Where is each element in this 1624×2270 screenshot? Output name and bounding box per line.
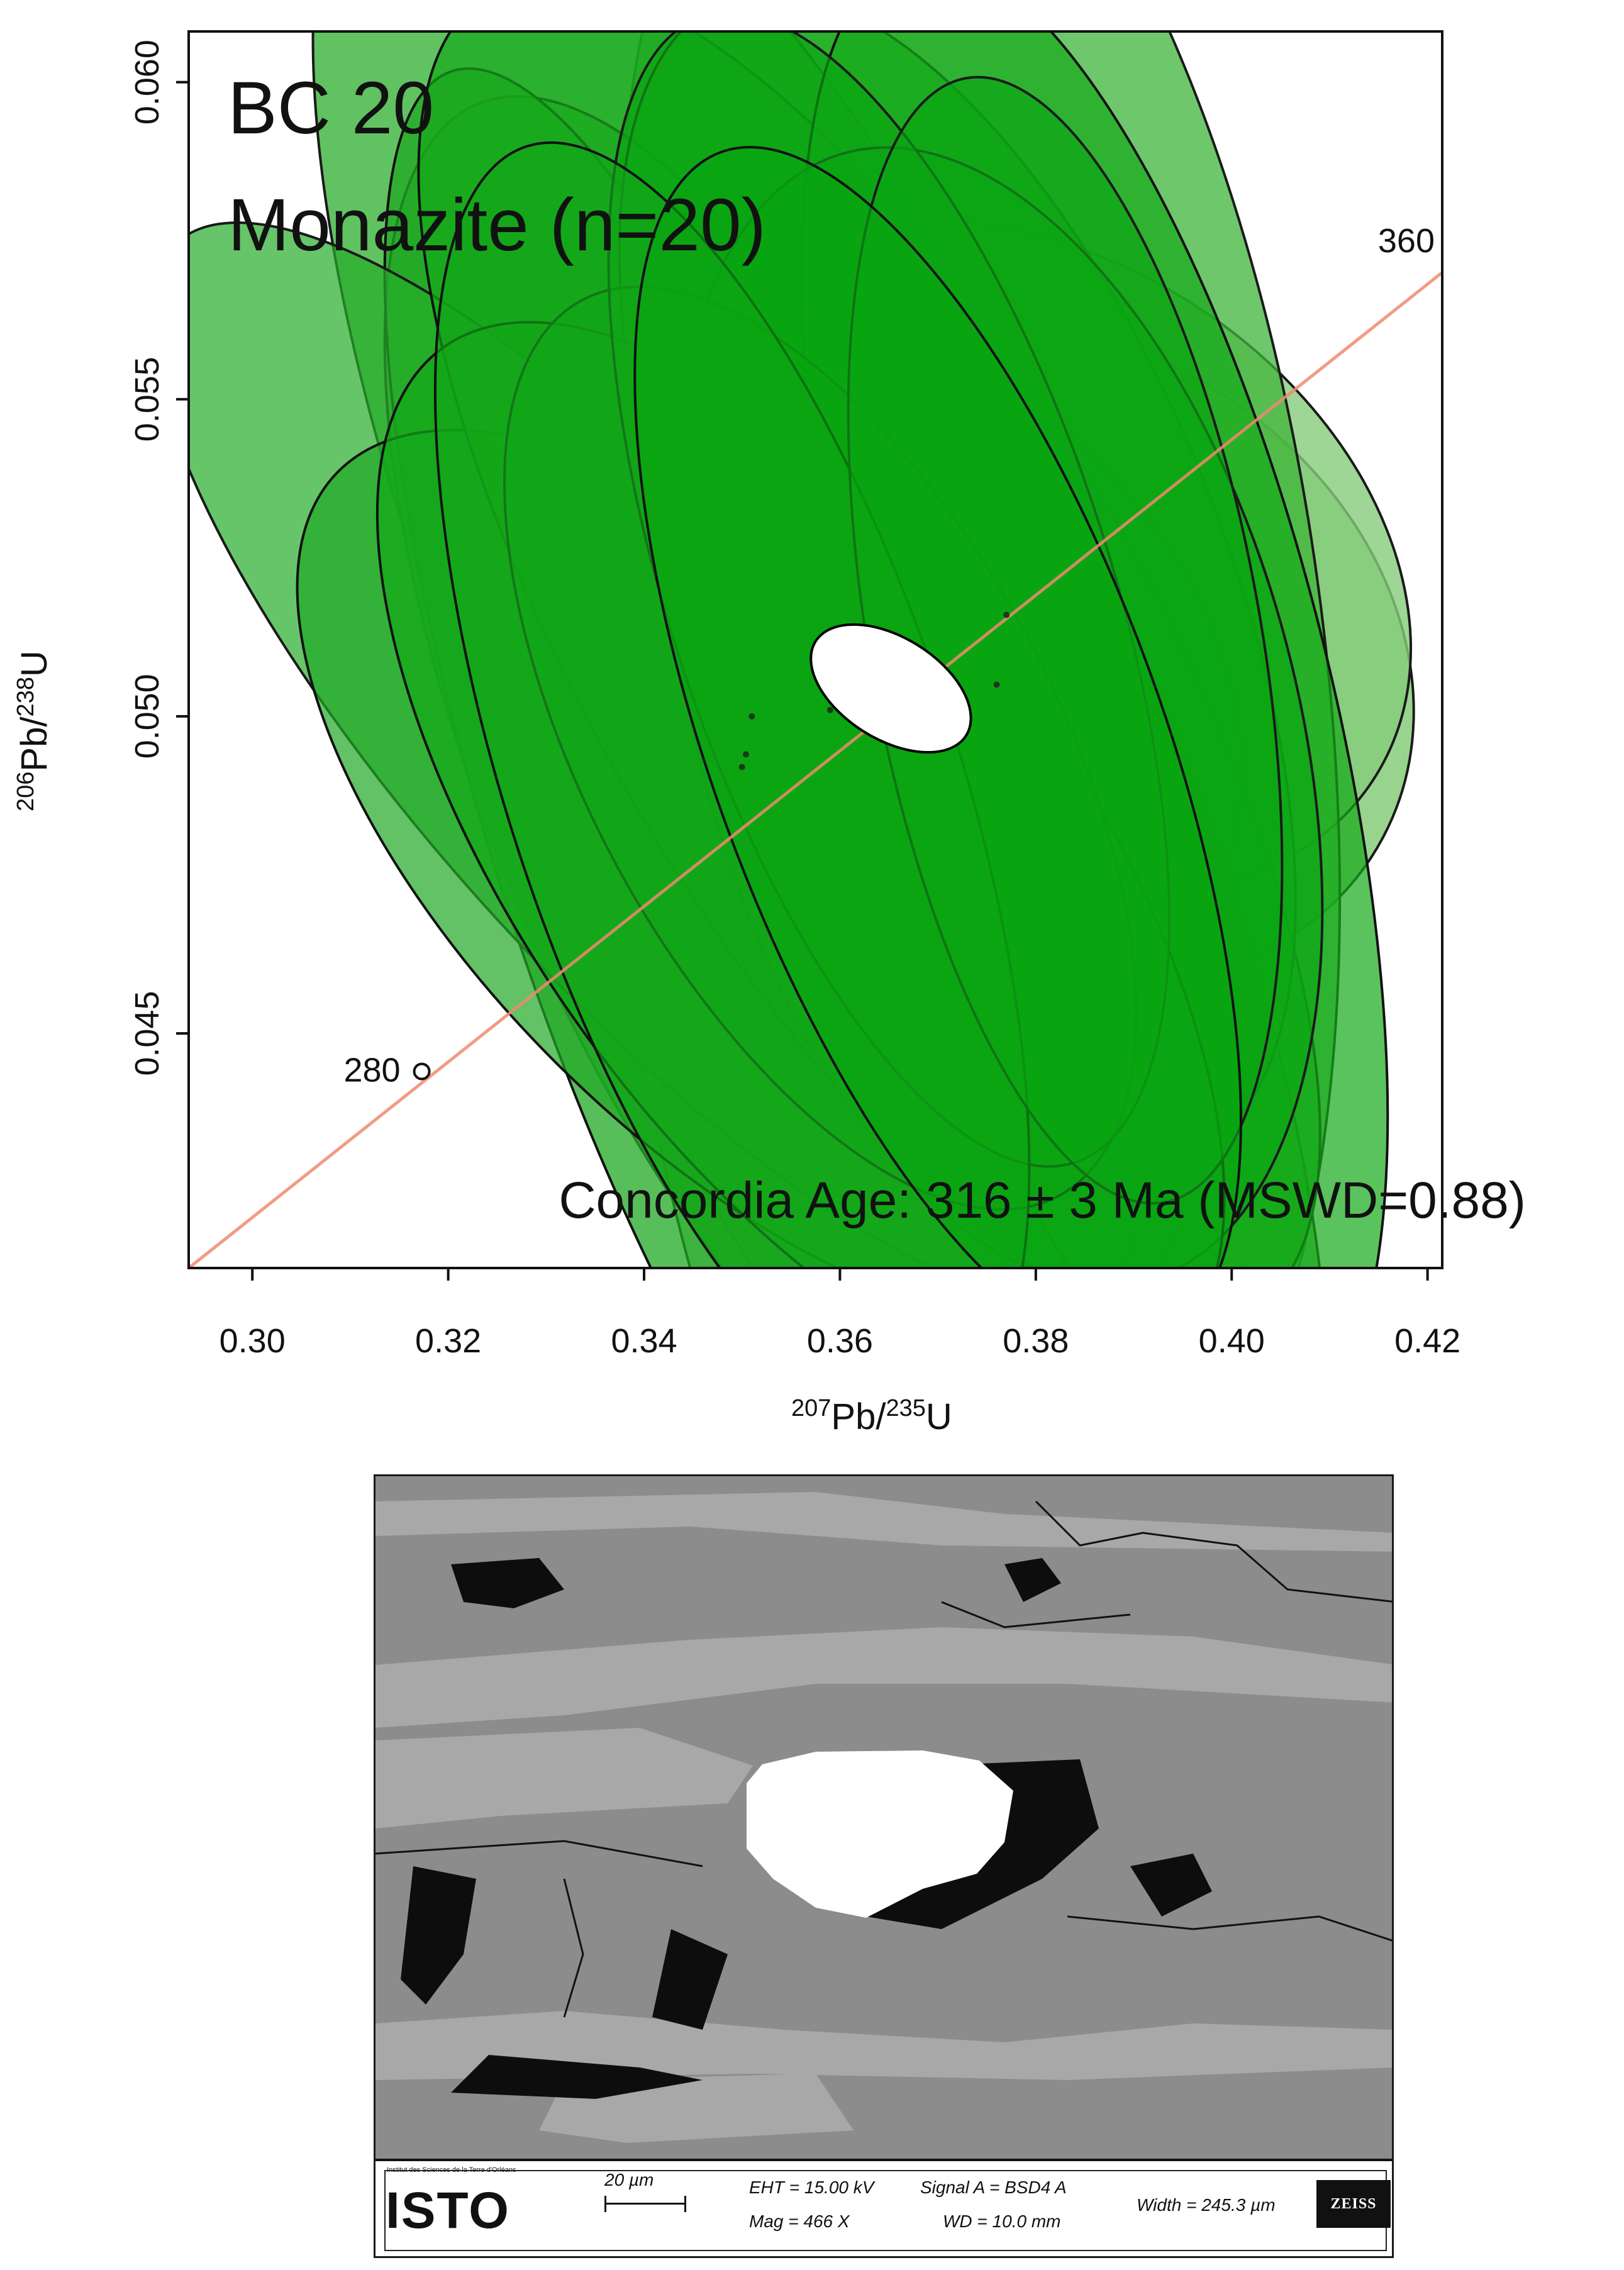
concordia-age-ellipse-layer: [809, 623, 972, 754]
sem-bse-image-panel: Institut des Sciences de la Terre d'Orlé…: [374, 1474, 1394, 2258]
scale-bar: [604, 2196, 686, 2212]
sem-mica-bands: [375, 1492, 1392, 2143]
y-tick-label-0.060: 0.060: [128, 40, 166, 125]
x-tick-label-0.42: 0.42: [1394, 1322, 1460, 1360]
age-marker-label-360: 360: [1378, 222, 1435, 260]
data-point-2: [742, 751, 749, 758]
x-tick-label-0.40: 0.40: [1199, 1322, 1265, 1360]
data-point-1: [738, 764, 745, 771]
isto-tagline: Institut des Sciences de la Terre d'Orlé…: [387, 2166, 516, 2174]
isto-logo: ISTO: [386, 2182, 510, 2239]
data-point-3: [748, 713, 755, 720]
x-axis-label: 207Pb/235U: [791, 1395, 952, 1437]
concordia-chart: 280 360 0.30 0.32 0.34 0.36 0.38 0.40 0.42 0.045…: [13, 30, 1526, 1437]
eht-value: EHT = 15.00 kV: [749, 2178, 874, 2197]
age-marker-280: [413, 1062, 431, 1081]
chart-subtitle: Monazite (n=20): [228, 184, 766, 267]
sem-grain-boundaries: [375, 1500, 1392, 2018]
y-tick-label-0.055: 0.055: [128, 357, 166, 442]
y-tick-label-0.045: 0.045: [128, 991, 166, 1076]
concordia-curve-layer: [189, 271, 1442, 1268]
data-point-5: [993, 681, 1000, 688]
magnification-value: Mag = 466 X: [749, 2212, 850, 2231]
plot-frame: [187, 30, 1443, 1269]
y-tick-label-0.050: 0.050: [128, 674, 166, 759]
age-marker-label-280: 280: [343, 1051, 400, 1089]
concordia-age-annotation: Concordia Age: 316 ± 3 Ma (MSWD=0.88): [559, 1172, 1526, 1229]
x-tick-label-0.30: 0.30: [220, 1322, 286, 1360]
data-point-4: [826, 706, 833, 713]
data-point-6: [1003, 611, 1010, 618]
signal-value: Signal A = BSD4 A: [920, 2178, 1067, 2197]
axes: 0.30 0.32 0.34 0.36 0.38 0.40 0.42 0.045 0.050 0.…: [128, 40, 1460, 1360]
x-tick-label-0.34: 0.34: [611, 1322, 677, 1360]
y-axis-label: 206Pb/238U: [13, 650, 55, 811]
sem-databar: Institut des Sciences de la Terre d'Orlé…: [375, 2159, 1392, 2256]
concordia-curve: [189, 271, 1442, 1268]
x-tick-label-0.38: 0.38: [1003, 1322, 1069, 1360]
x-tick-label-0.36: 0.36: [807, 1322, 873, 1360]
monazite-grain: [747, 1750, 1013, 1918]
working-distance-value: WD = 10.0 mm: [943, 2212, 1061, 2231]
chart-title: BC 20: [228, 67, 434, 150]
field-width-value: Width = 245.3 µm: [1137, 2195, 1276, 2215]
zeiss-logo: ZEISS: [1316, 2180, 1391, 2228]
data-points: 280 360: [343, 222, 1435, 1089]
scale-bar-label: 20 µm: [604, 2170, 654, 2189]
concordia-age-ellipse: [809, 623, 972, 754]
sem-micrograph: [375, 1476, 1392, 2156]
x-tick-label-0.32: 0.32: [415, 1322, 481, 1360]
